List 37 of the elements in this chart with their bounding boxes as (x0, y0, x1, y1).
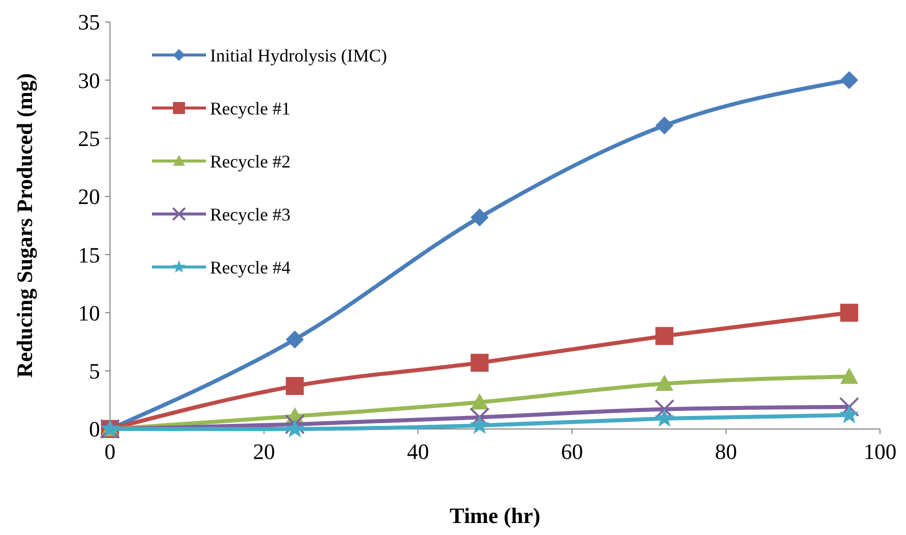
x-tick-label: 80 (715, 439, 737, 464)
point (840, 304, 858, 322)
point (470, 354, 489, 372)
x-tick-label: 100 (864, 439, 896, 464)
point (286, 376, 304, 395)
y-axis-title: Reducing Sugars Produced (mg) (12, 73, 37, 378)
point (286, 330, 304, 348)
point (840, 71, 858, 90)
x-tick-label: 20 (253, 439, 275, 464)
legend-label: Recycle #2 (210, 151, 290, 172)
x-tick-label: 40 (407, 439, 429, 464)
y-tick-label: 0 (89, 416, 100, 442)
y-tick-label: 30 (78, 68, 100, 93)
x-tick-label: 0 (104, 439, 116, 464)
x-tick-label: 60 (561, 439, 583, 464)
point (284, 414, 305, 434)
legend-label: Recycle #3 (210, 204, 290, 224)
point (470, 208, 489, 226)
point (655, 326, 674, 345)
y-tick-label: 15 (78, 242, 100, 268)
y-tick-label: 20 (78, 184, 100, 210)
point (655, 374, 674, 391)
y-tick-label: 35 (78, 10, 100, 35)
legend-label: Recycle #4 (210, 257, 290, 278)
point (839, 404, 860, 424)
point (284, 418, 305, 438)
legend-label: Initial Hydrolysis (IMC) (210, 45, 387, 66)
point (470, 415, 490, 434)
point (655, 116, 674, 134)
point (654, 408, 674, 427)
y-tick-label: 25 (78, 126, 100, 151)
point (470, 393, 489, 410)
legend-label: Recycle #1 (210, 98, 290, 118)
x-axis-title: Time (hr) (450, 503, 540, 528)
y-tick-label: 5 (89, 358, 100, 384)
y-tick-label: 10 (78, 300, 100, 326)
point (840, 368, 858, 384)
